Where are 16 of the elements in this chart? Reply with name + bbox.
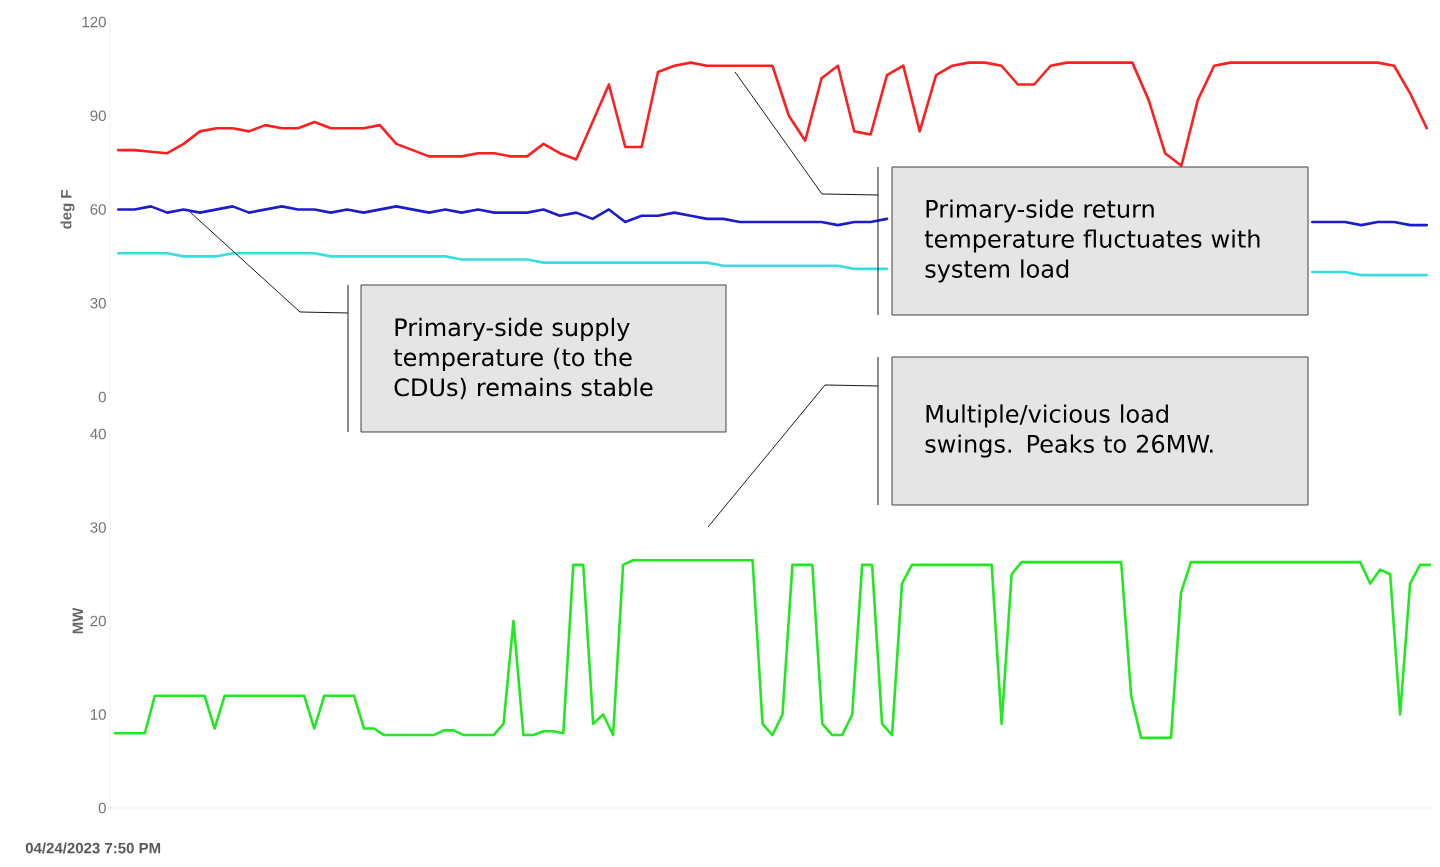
y-tick-label: 60 (90, 204, 106, 215)
y-tick-label: 0 (98, 391, 106, 403)
y-tick-label: 20 (90, 615, 106, 627)
text: 04/24/2023 7:50 PM (25, 842, 161, 854)
y-tick-label: 30 (90, 297, 106, 309)
annotation: Primary-side supply temperature (to the CDUs) remains stable (393, 317, 653, 400)
annotation: Primary-side return temperature fluctuates with system load (924, 199, 1260, 283)
y-tick-label: 90 (90, 110, 106, 122)
y-axis-title: MW (72, 607, 83, 634)
y-tick-label: 10 (90, 709, 106, 720)
y-tick-label: 120 (82, 16, 106, 28)
y-tick-label: 30 (90, 522, 106, 533)
y-tick-label: 0 (98, 802, 106, 814)
annotation: Multiple/vicious load swings. Peaks to 26MW. (925, 404, 1213, 458)
y-tick-label: 40 (90, 428, 106, 440)
y-axis-title: deg F (60, 190, 75, 229)
